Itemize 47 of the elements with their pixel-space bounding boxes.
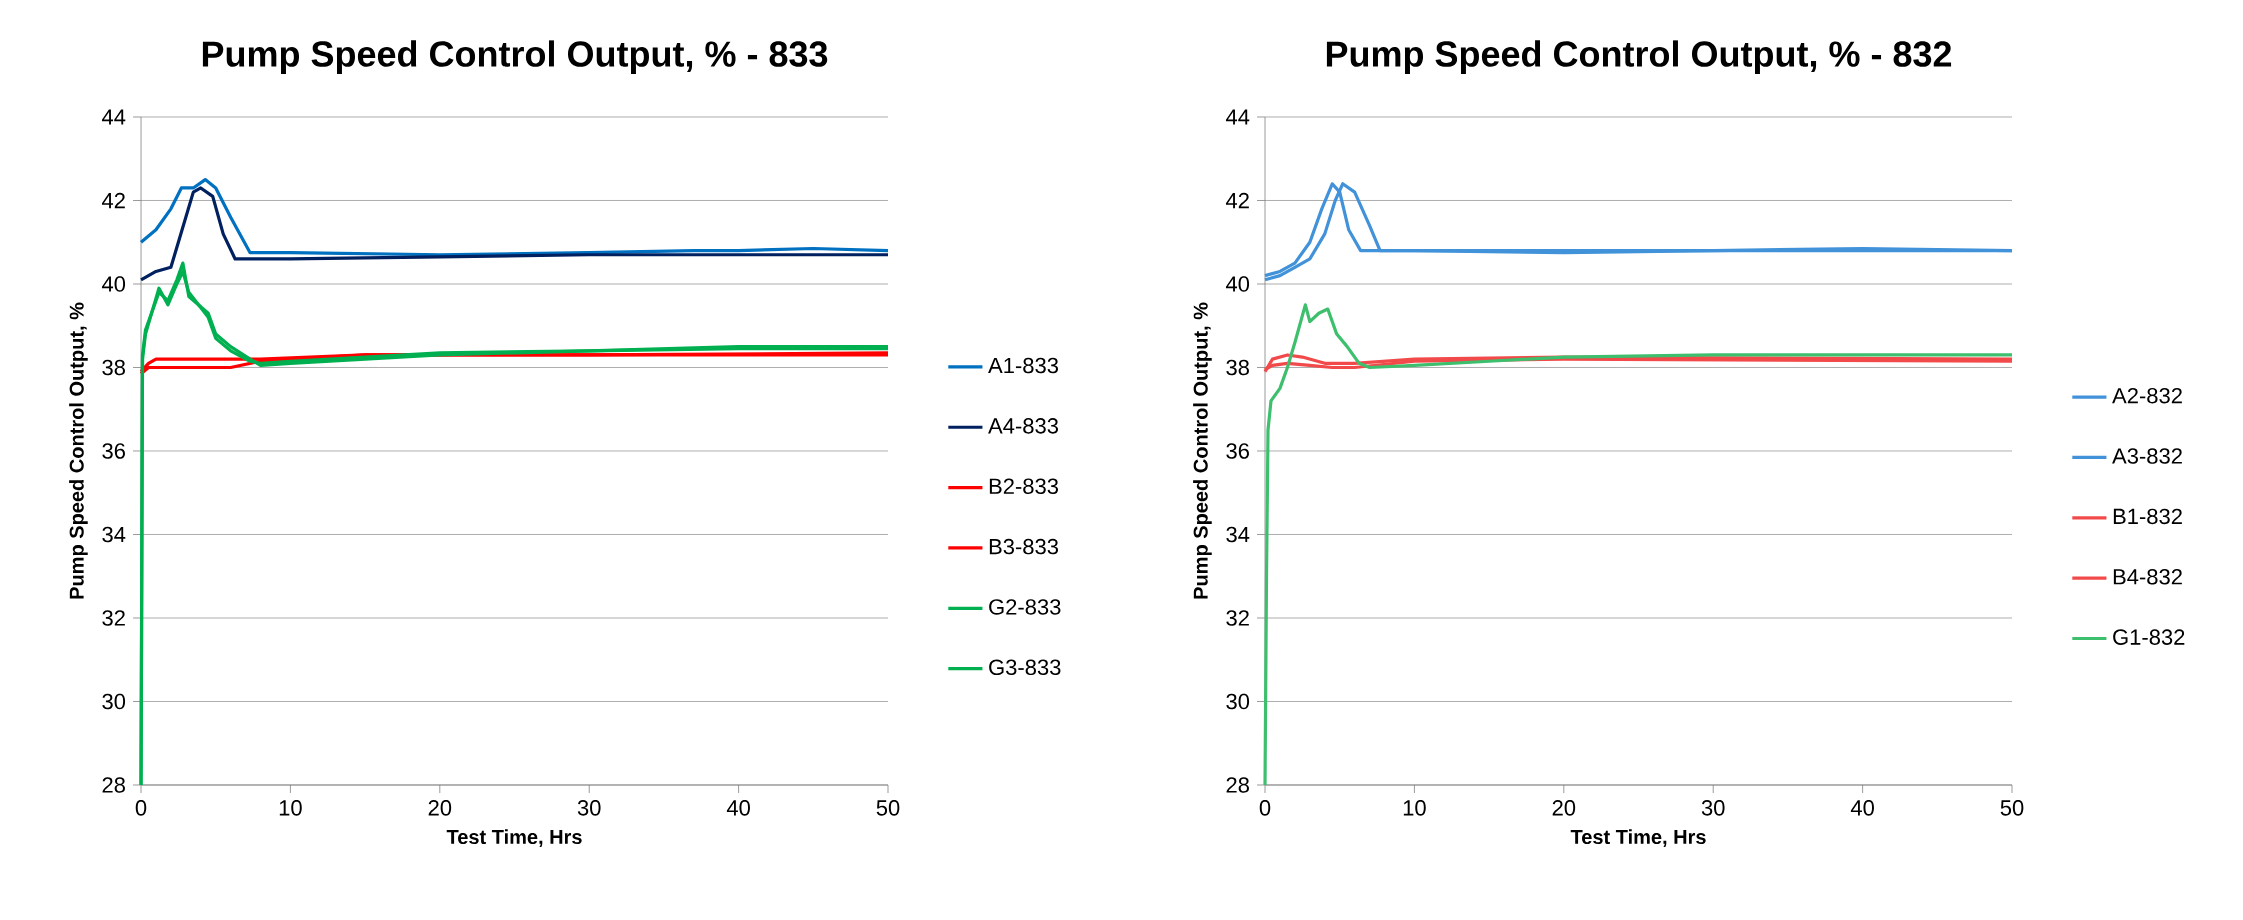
- legend-label: A2-832: [2112, 387, 2182, 404]
- legend-label: A4-833: [988, 418, 1058, 434]
- y-tick-label: 30: [1226, 693, 1250, 710]
- y-tick-label: 28: [1226, 777, 1249, 793]
- chart-title: Pump Speed Control Output, % - 833: [202, 40, 828, 74]
- x-tick-label: 50: [876, 800, 900, 816]
- x-axis-title: Test Time, Hrs: [1570, 829, 1706, 847]
- legend-label: B2-833: [989, 478, 1058, 495]
- y-axis-title: Pump Speed Control Output, %: [69, 302, 88, 599]
- x-tick-label: 40: [1850, 800, 1874, 816]
- x-tick-label: 50: [2000, 800, 2024, 816]
- y-axis-title: Pump Speed Control Output, %: [1193, 302, 1212, 599]
- legend-label: G1-832: [2113, 629, 2185, 645]
- y-tick-label: 38: [1226, 359, 1249, 376]
- legend-label: A1-833: [988, 357, 1058, 374]
- y-tick-label: 34: [1226, 526, 1250, 543]
- y-tick-label: 28: [102, 777, 125, 793]
- y-tick-label: 36: [102, 443, 125, 459]
- x-axis-title: Test Time, Hrs: [446, 829, 582, 847]
- x-tick-label: 40: [726, 800, 750, 816]
- x-tick-label: 20: [1552, 800, 1576, 816]
- y-tick-label: 30: [102, 693, 126, 710]
- legend-label: B4-832: [2113, 568, 2182, 585]
- y-tick-label: 44: [1225, 109, 1250, 125]
- y-tick-label: 40: [101, 276, 126, 292]
- x-tick-label: 0: [135, 800, 147, 816]
- y-tick-label: 42: [1225, 192, 1249, 209]
- y-tick-label: 34: [102, 526, 126, 543]
- x-tick-label: 30: [577, 800, 601, 816]
- x-tick-label: 10: [1403, 800, 1426, 816]
- y-tick-label: 36: [1226, 443, 1249, 459]
- legend-label: G3-833: [989, 659, 1061, 676]
- y-tick-label: 32: [102, 610, 125, 626]
- y-tick-label: 44: [101, 109, 126, 125]
- x-tick-label: 10: [279, 800, 302, 816]
- y-tick-label: 42: [101, 192, 125, 209]
- x-tick-label: 20: [428, 800, 452, 816]
- x-tick-label: 0: [1259, 800, 1271, 816]
- y-tick-label: 32: [1226, 610, 1249, 626]
- y-tick-label: 38: [102, 359, 125, 376]
- y-tick-label: 40: [1225, 276, 1250, 292]
- legend-label: A3-832: [2112, 448, 2182, 464]
- legend-label: B3-833: [989, 538, 1058, 555]
- legend-label: G2-833: [989, 599, 1061, 615]
- chart-title: Pump Speed Control Output, % - 832: [1326, 40, 1952, 74]
- legend-label: B1-832: [2113, 508, 2182, 525]
- x-tick-label: 30: [1701, 800, 1725, 816]
